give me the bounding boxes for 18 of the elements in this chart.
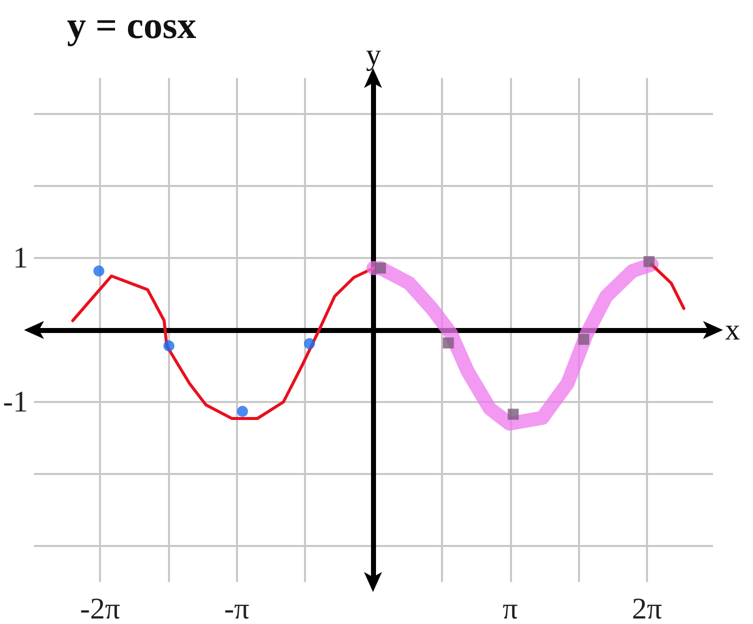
point (163, 340, 174, 352)
point (644, 256, 655, 268)
y-axis-title: y (366, 38, 381, 72)
point (304, 338, 316, 350)
point (236, 406, 248, 417)
x-tick-label: π (502, 592, 518, 624)
point (508, 408, 519, 420)
point (442, 337, 454, 348)
x-tick-label: -2π (80, 592, 120, 624)
x-tick-label: -π (224, 592, 250, 624)
y-tick-label: -1 (2, 386, 28, 418)
x-axis-title: x (725, 314, 740, 346)
point (374, 262, 386, 274)
chart-title: y = cosx (67, 5, 196, 47)
x-tick-label: 2π (632, 592, 662, 624)
point (578, 334, 590, 345)
point (93, 265, 104, 276)
y-tick-label: 1 (12, 242, 28, 274)
